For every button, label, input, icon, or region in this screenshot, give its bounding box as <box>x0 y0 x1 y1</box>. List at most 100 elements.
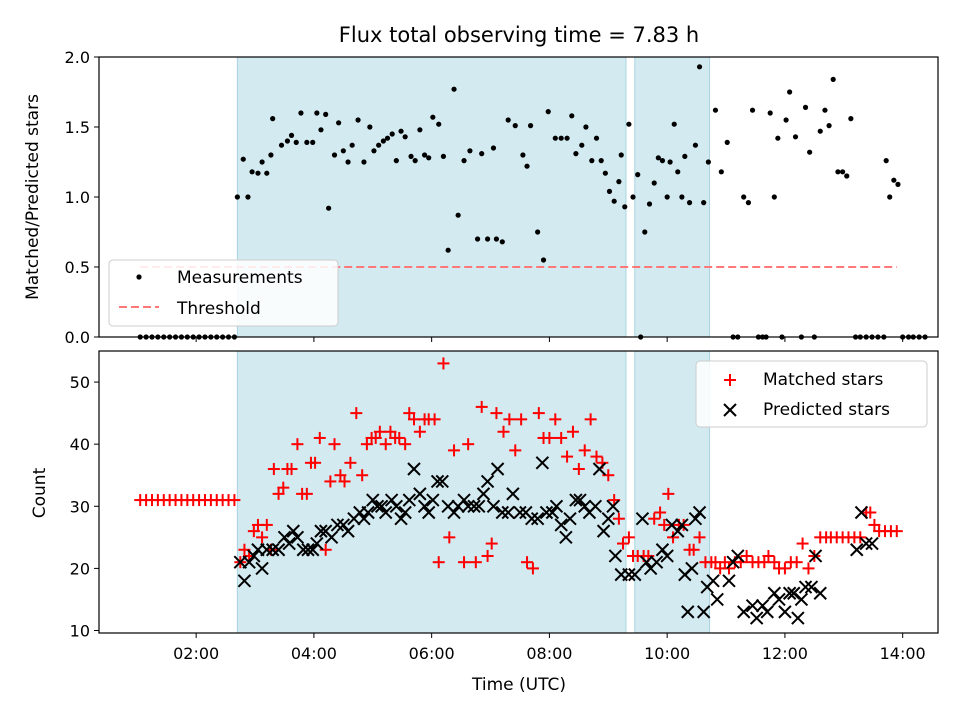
predicted-star-point <box>804 580 819 594</box>
measurement-point <box>651 180 657 186</box>
measurement-point <box>398 128 404 134</box>
matched-star-point <box>448 444 461 457</box>
matched-star-point <box>526 562 539 575</box>
matched-star-point <box>790 556 803 569</box>
measurement-point <box>436 121 442 127</box>
measurement-point <box>667 159 673 165</box>
predicted-star-point <box>772 592 786 607</box>
predicted-star-point <box>798 580 813 594</box>
measurement-point <box>664 194 670 200</box>
measurement-point <box>440 153 447 159</box>
measurement-point <box>891 177 897 183</box>
matched-star-point <box>475 400 488 413</box>
matched-star-point <box>481 549 494 562</box>
matched-star-point <box>369 431 382 444</box>
measurement-point <box>304 139 310 145</box>
measurement-point <box>264 170 270 176</box>
measurement-point <box>573 151 579 157</box>
predicted-star-point <box>588 499 603 513</box>
observing-window <box>634 56 711 338</box>
matched-star-point <box>309 456 322 469</box>
matched-star-point <box>677 518 690 531</box>
predicted-star-point <box>601 512 615 526</box>
predicted-star-point <box>301 543 315 557</box>
count-plot-frame <box>98 350 939 634</box>
matched-star-point <box>584 413 597 426</box>
measurement-point <box>830 76 836 82</box>
legend-matched-label: Matched stars <box>763 370 883 390</box>
matched-star-point <box>778 562 791 575</box>
measurement-point <box>393 158 399 164</box>
x-tick-label: 10:00 <box>644 644 690 663</box>
measurement-point <box>461 158 467 164</box>
matched-star-point <box>578 444 591 457</box>
matched-star-point <box>543 431 556 444</box>
measurement-point <box>408 153 414 159</box>
predicted-star-point <box>628 567 642 582</box>
matched-star-point <box>393 431 406 444</box>
measurement-point <box>288 132 295 138</box>
matched-star-point <box>555 431 568 444</box>
predicted-star-point <box>525 512 539 526</box>
matched-star-point <box>796 537 809 550</box>
measurement-point <box>655 155 661 161</box>
measurement-point <box>783 117 789 123</box>
predicted-star-point <box>688 512 703 526</box>
predicted-star-point <box>660 549 674 563</box>
measurement-point <box>540 257 547 263</box>
measurement-point <box>384 135 391 141</box>
measurement-point <box>771 194 777 200</box>
measurement-point <box>255 170 261 176</box>
y-tick-label: 1.0 <box>65 188 90 207</box>
matched-star-point <box>868 518 881 531</box>
predicted-star-point <box>578 499 592 513</box>
measurement-point <box>826 123 832 129</box>
matched-star-point <box>267 463 280 476</box>
predicted-star-point <box>749 611 764 625</box>
measurement-point <box>499 239 505 245</box>
predicted-star-point <box>696 605 711 619</box>
measurement-point <box>371 148 377 154</box>
measurement-point <box>336 120 342 126</box>
matched-star-point <box>256 531 269 544</box>
measurement-point <box>234 194 240 200</box>
measurement-point <box>718 169 724 175</box>
measurement-point <box>844 173 850 179</box>
matched-star-point <box>693 531 706 544</box>
predicted-star-point <box>681 605 695 619</box>
measurement-point <box>745 200 752 206</box>
measurement-point <box>259 159 265 165</box>
matched-star-point <box>485 537 498 550</box>
measurement-point <box>367 124 373 130</box>
matched-star-point <box>515 413 528 426</box>
measurement-point <box>314 110 320 116</box>
matched-star-point <box>648 512 661 525</box>
matched-star-point <box>432 556 445 569</box>
predicted-star-point <box>447 505 461 520</box>
predicted-star-point <box>398 505 412 520</box>
predicted-star-point <box>539 505 554 520</box>
matched-star-point <box>654 506 667 519</box>
predicted-star-point <box>573 493 587 507</box>
predicted-star-point <box>706 574 720 588</box>
matched-star-point <box>328 438 341 451</box>
measurement-point <box>807 149 813 155</box>
measurement-point <box>479 151 485 157</box>
predicted-star-point <box>787 586 801 600</box>
matched-star-point <box>379 438 392 451</box>
predicted-star-point <box>592 462 607 476</box>
ratio-ylabel: Matched/Predicted stars <box>23 94 43 300</box>
measurement-point <box>268 152 274 158</box>
measurement-point <box>696 64 703 70</box>
matched-star-point <box>277 481 290 494</box>
predicted-star-point <box>671 524 685 538</box>
measurement-point <box>455 212 461 218</box>
measurement-point <box>535 229 541 235</box>
predicted-star-point <box>457 493 471 507</box>
measurement-point <box>887 194 893 200</box>
predicted-star-point <box>649 555 664 569</box>
measurement-point <box>298 110 304 116</box>
measurement-point <box>284 138 291 144</box>
measurement-point <box>331 152 338 158</box>
measurement-point <box>349 142 355 148</box>
